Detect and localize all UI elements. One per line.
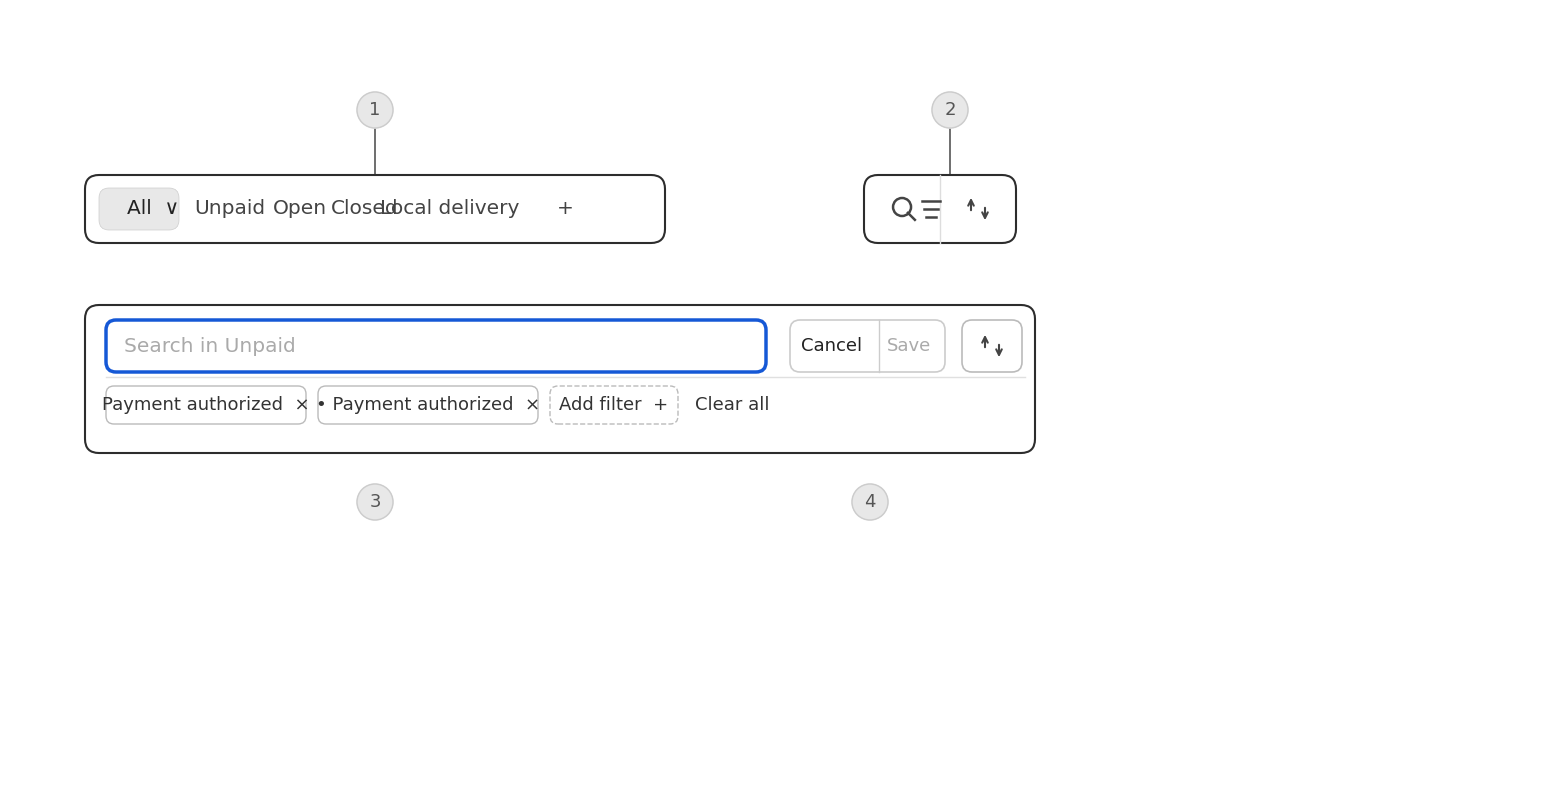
Text: 1: 1: [370, 101, 381, 119]
FancyBboxPatch shape: [864, 175, 1016, 243]
Text: Save: Save: [888, 337, 931, 355]
FancyBboxPatch shape: [84, 305, 1034, 453]
Text: 2: 2: [944, 101, 956, 119]
Text: 3: 3: [370, 493, 381, 511]
Circle shape: [852, 484, 888, 520]
Text: Search in Unpaid: Search in Unpaid: [123, 337, 296, 355]
Text: Add filter  +: Add filter +: [560, 396, 669, 414]
FancyBboxPatch shape: [318, 386, 538, 424]
Text: • Payment authorized  ×: • Payment authorized ×: [317, 396, 540, 414]
Circle shape: [357, 484, 393, 520]
Text: +: +: [557, 199, 574, 218]
Text: Unpaid: Unpaid: [195, 199, 265, 218]
Text: Local delivery: Local delivery: [381, 199, 519, 218]
Text: Cancel: Cancel: [802, 337, 863, 355]
Text: 4: 4: [864, 493, 875, 511]
FancyBboxPatch shape: [963, 320, 1022, 372]
FancyBboxPatch shape: [693, 386, 772, 424]
FancyBboxPatch shape: [551, 386, 679, 424]
Text: Clear all: Clear all: [694, 396, 769, 414]
FancyBboxPatch shape: [106, 386, 306, 424]
Text: Open: Open: [273, 199, 328, 218]
FancyBboxPatch shape: [84, 175, 665, 243]
FancyBboxPatch shape: [106, 320, 766, 372]
Text: Closed: Closed: [331, 199, 399, 218]
Circle shape: [931, 92, 969, 128]
FancyBboxPatch shape: [789, 320, 945, 372]
Circle shape: [357, 92, 393, 128]
Text: Payment authorized  ×: Payment authorized ×: [103, 396, 310, 414]
Text: All  ∨: All ∨: [126, 199, 179, 218]
FancyBboxPatch shape: [98, 188, 179, 230]
